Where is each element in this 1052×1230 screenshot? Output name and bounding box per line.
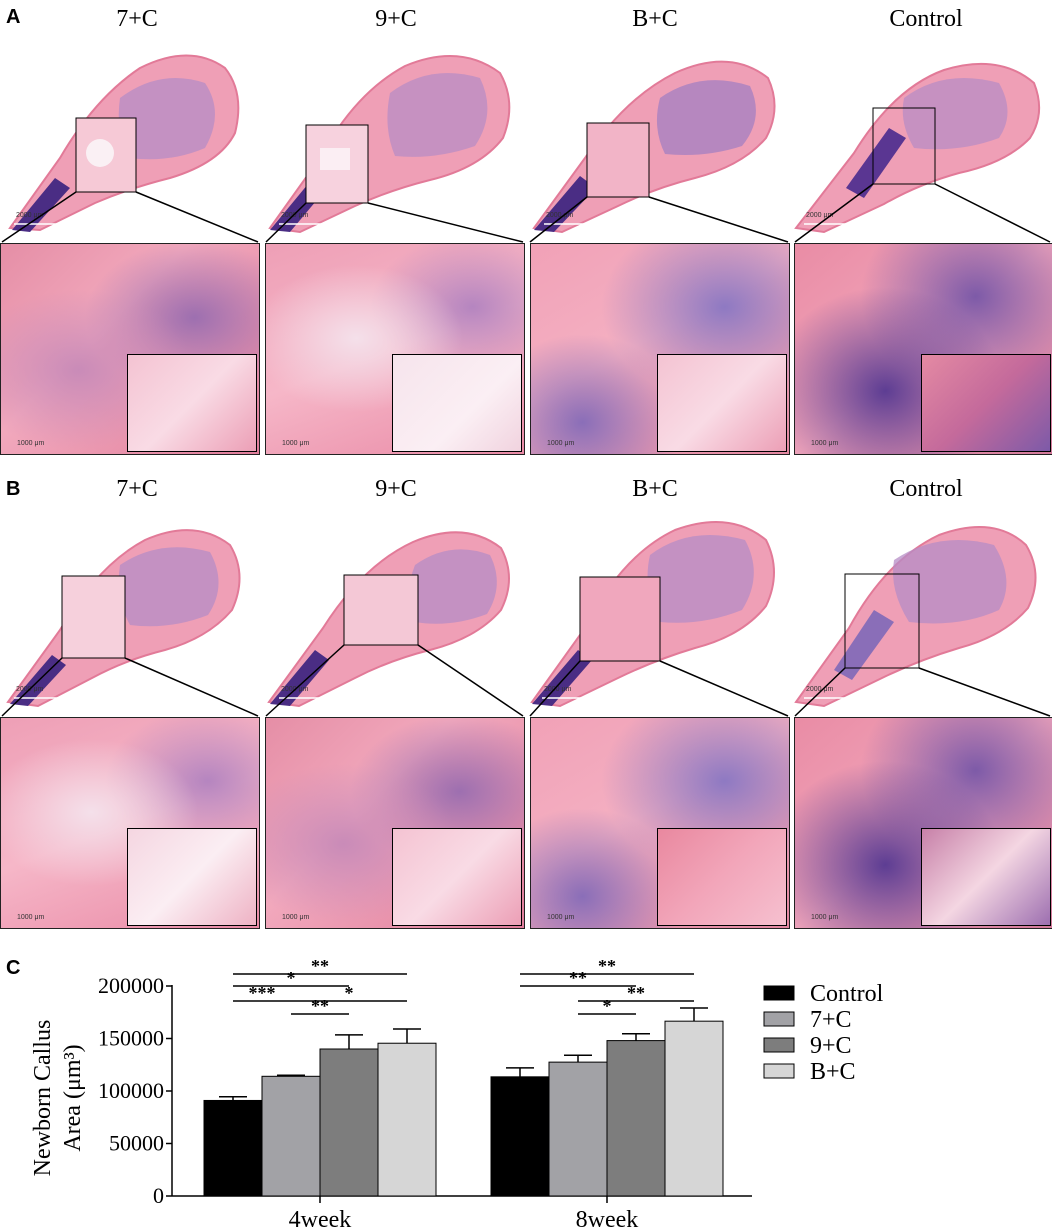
legend-swatch-control xyxy=(763,985,795,1001)
significance-stars: ** xyxy=(569,968,587,988)
y-tick-label: 200000 xyxy=(98,973,164,998)
histology-overview-b-7c: 2000 μm xyxy=(0,510,258,708)
scale-label: 1000 μm xyxy=(811,914,839,921)
x-tick-label: 8week xyxy=(576,1207,639,1230)
y-tick-label: 0 xyxy=(153,1183,164,1208)
bar-9c-8week xyxy=(606,1040,666,1197)
histology-inset xyxy=(921,354,1051,452)
bar-9c-4week xyxy=(319,1048,379,1197)
histology-inset xyxy=(392,828,522,926)
scale-label: 2000 μm xyxy=(544,686,572,693)
panel-letter-c: C xyxy=(6,957,21,979)
histology-inset xyxy=(657,354,787,452)
column-label-a-9c: 9+C xyxy=(375,6,417,32)
y-axis-title-line1: Newborn Callus xyxy=(30,1020,56,1177)
histology-overview-a-7c: 2000 μm xyxy=(0,38,258,234)
zoom-connector-lines-b xyxy=(1,644,1051,717)
scale-label: 2000 μm xyxy=(546,212,574,219)
significance-stars: ** xyxy=(311,956,329,976)
histology-inset xyxy=(657,828,787,926)
histology-inset xyxy=(392,354,522,452)
scale-label: 1000 μm xyxy=(547,914,575,921)
histology-zoom-a-control: 1000 μm xyxy=(794,243,1052,455)
scale-label: 2000 μm xyxy=(281,212,309,219)
panel-letter-a: A xyxy=(6,6,21,28)
significance-stars: ** xyxy=(598,956,616,976)
column-label-a-7c: 7+C xyxy=(116,6,158,32)
legend-label-control: Control xyxy=(810,981,884,1007)
y-tick-label: 100000 xyxy=(98,1078,164,1103)
histology-overview-a-9c: 2000 μm xyxy=(265,38,523,234)
legend-swatch-9c xyxy=(763,1037,795,1053)
significance-stars: * xyxy=(345,983,354,1003)
legend-swatch-7c xyxy=(763,1011,795,1027)
histology-zoom-a-bc: 1000 μm xyxy=(530,243,790,455)
histology-zoom-b-9c: 1000 μm xyxy=(265,717,525,929)
bar-7c-8week xyxy=(548,1061,608,1197)
bar-bc-8week xyxy=(664,1020,724,1197)
histology-overview-a-bc: 2000 μm xyxy=(530,38,788,234)
column-label-b-7c: 7+C xyxy=(116,476,158,502)
histology-overview-b-9c: 2000 μm xyxy=(265,510,523,708)
scale-label: 2000 μm xyxy=(806,686,834,693)
column-label-b-bc: B+C xyxy=(632,476,678,502)
histology-overview-b-control: 2000 μm xyxy=(794,510,1052,708)
bar-control-8week xyxy=(490,1076,550,1197)
histology-overview-a-control: 2000 μm xyxy=(794,38,1052,234)
scale-label: 1000 μm xyxy=(17,914,45,921)
scale-label: 1000 μm xyxy=(282,440,310,447)
legend-label-9c: 9+C xyxy=(810,1033,852,1059)
histology-overview-b-bc: 2000 μm xyxy=(530,510,788,708)
significance-stars: ** xyxy=(627,983,645,1003)
scale-label: 1000 μm xyxy=(547,440,575,447)
callus-area-bar-chart: Newborn Callus Area (μm³) 0 50000 100000 15… xyxy=(30,956,884,1230)
scale-label: 1000 μm xyxy=(17,440,45,447)
histology-zoom-b-bc: 1000 μm xyxy=(530,717,790,929)
significance-stars: ** xyxy=(311,996,329,1016)
scale-label: 1000 μm xyxy=(282,914,310,921)
significance-stars: * xyxy=(287,968,296,988)
bar-7c-4week xyxy=(261,1075,321,1197)
legend-label-bc: B+C xyxy=(810,1059,856,1085)
scale-label: 2000 μm xyxy=(16,212,44,219)
y-axis-title-line2: Area (μm³) xyxy=(60,1044,86,1151)
legend-swatch-bc xyxy=(763,1063,795,1079)
column-label-b-control: Control xyxy=(889,476,963,502)
zoom-connector-lines-a xyxy=(1,183,1051,243)
significance-stars: * xyxy=(603,996,612,1016)
bar-control-4week xyxy=(203,1099,263,1197)
scale-label: 1000 μm xyxy=(811,440,839,447)
histology-zoom-b-control: 1000 μm xyxy=(794,717,1052,929)
histology-inset xyxy=(127,828,257,926)
significance-stars: *** xyxy=(249,983,276,1003)
column-label-a-bc: B+C xyxy=(632,6,678,32)
scale-label: 2000 μm xyxy=(806,212,834,219)
x-tick-label: 4week xyxy=(289,1207,352,1230)
y-tick-label: 50000 xyxy=(109,1131,164,1156)
column-label-b-9c: 9+C xyxy=(375,476,417,502)
panel-letter-b: B xyxy=(6,478,21,500)
column-label-a-control: Control xyxy=(889,6,963,32)
histology-zoom-b-7c: 1000 μm xyxy=(0,717,260,929)
y-tick-label: 150000 xyxy=(98,1026,164,1051)
histology-zoom-a-9c: 1000 μm xyxy=(265,243,525,455)
legend-label-7c: 7+C xyxy=(810,1007,852,1033)
histology-inset xyxy=(921,828,1051,926)
histology-inset xyxy=(127,354,257,452)
bar-bc-4week xyxy=(377,1042,437,1197)
histology-zoom-a-7c: 1000 μm xyxy=(0,243,260,455)
